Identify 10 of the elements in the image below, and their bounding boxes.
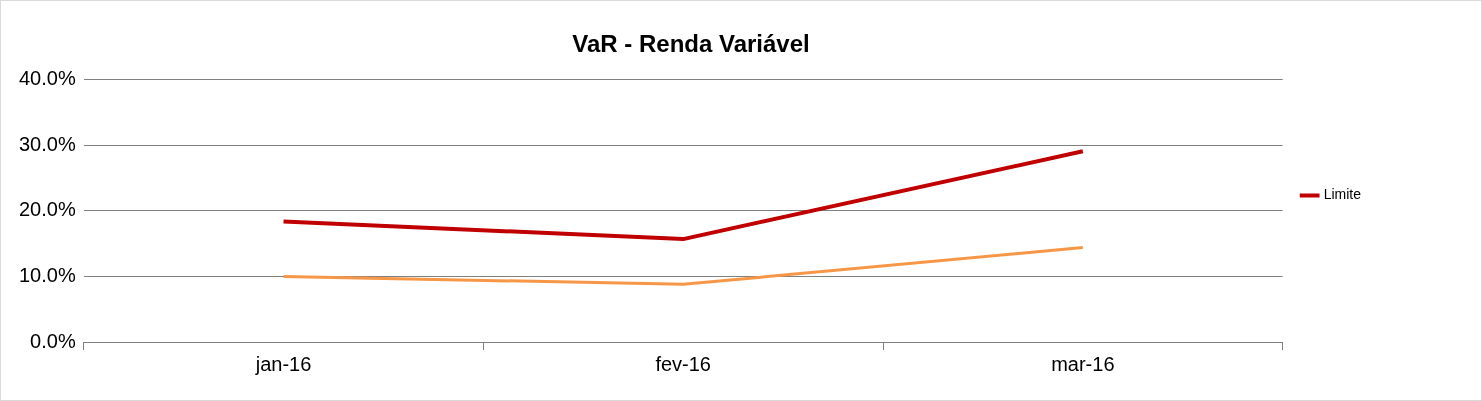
y-tick-label: 20.0% [18, 198, 76, 221]
x-tick-label: fev-16 [655, 352, 711, 375]
chart-title: VaR - Renda Variável [572, 30, 810, 58]
x-tick-label: mar-16 [1051, 352, 1115, 375]
x-tick-label: jan-16 [254, 352, 312, 375]
y-tick-label: 40.0% [18, 67, 76, 90]
y-tick-label: 0.0% [30, 329, 76, 352]
y-tick-label: 10.0% [18, 263, 76, 286]
y-tick-label: 30.0% [18, 132, 76, 155]
legend-label: Limite [1323, 186, 1362, 203]
